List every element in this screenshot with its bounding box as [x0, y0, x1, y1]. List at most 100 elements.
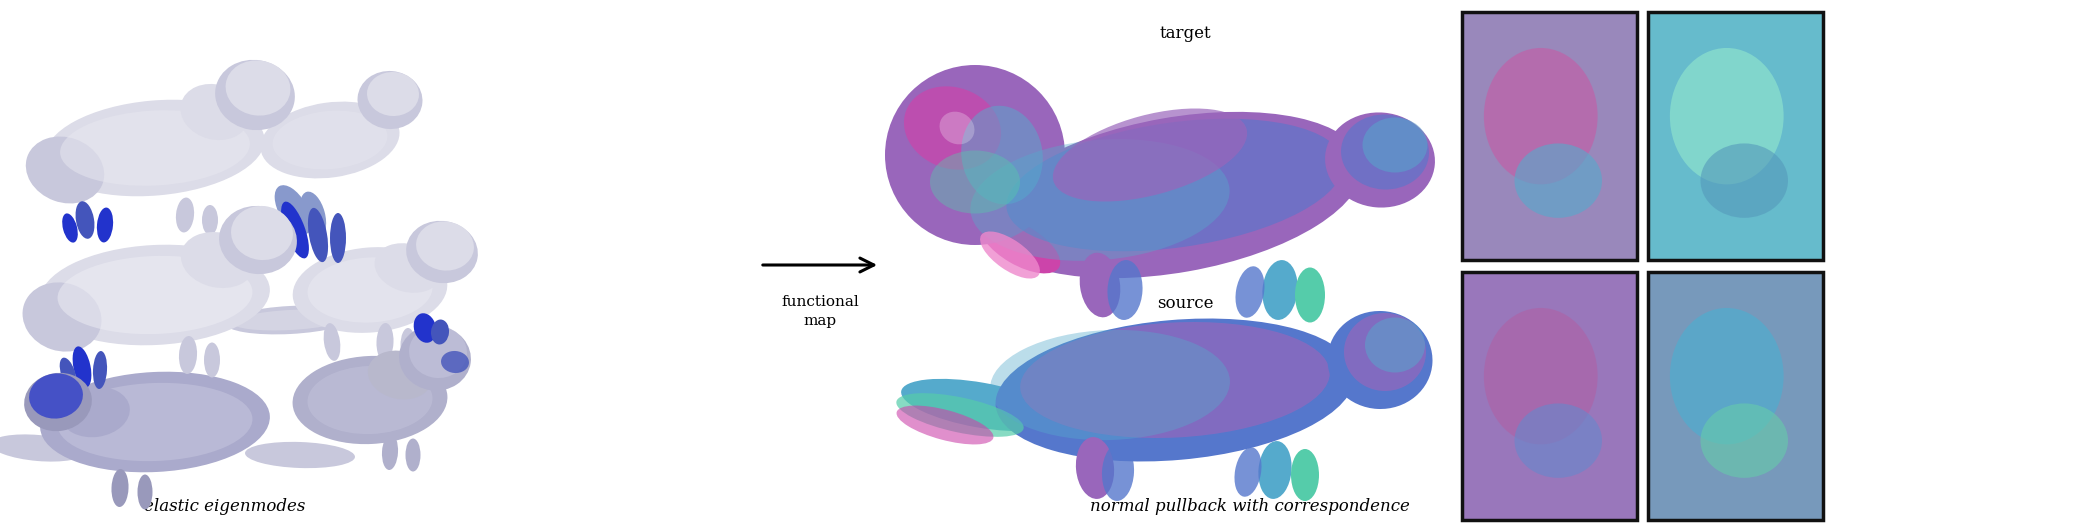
Ellipse shape — [1325, 112, 1436, 208]
Ellipse shape — [1102, 443, 1133, 501]
Ellipse shape — [273, 111, 388, 169]
Ellipse shape — [374, 243, 442, 293]
Ellipse shape — [330, 213, 346, 263]
Ellipse shape — [309, 208, 328, 262]
Ellipse shape — [58, 256, 253, 334]
Ellipse shape — [219, 206, 296, 274]
Ellipse shape — [61, 358, 77, 388]
Ellipse shape — [970, 139, 1229, 261]
Ellipse shape — [307, 366, 432, 434]
Ellipse shape — [205, 342, 219, 377]
Ellipse shape — [1263, 260, 1298, 320]
Ellipse shape — [1077, 437, 1114, 499]
Ellipse shape — [1515, 144, 1603, 218]
Ellipse shape — [225, 60, 290, 116]
Ellipse shape — [1079, 253, 1121, 317]
Bar — [1463, 272, 1636, 520]
Bar — [1649, 272, 1824, 520]
Ellipse shape — [981, 232, 1039, 279]
Ellipse shape — [1052, 109, 1248, 201]
Ellipse shape — [75, 201, 94, 239]
Ellipse shape — [61, 387, 129, 437]
Ellipse shape — [902, 379, 1058, 431]
Ellipse shape — [292, 247, 447, 333]
Ellipse shape — [301, 192, 326, 238]
Ellipse shape — [261, 102, 399, 179]
Ellipse shape — [413, 313, 436, 343]
Ellipse shape — [1236, 447, 1261, 497]
Ellipse shape — [1363, 118, 1428, 172]
Ellipse shape — [1327, 311, 1432, 409]
Ellipse shape — [29, 374, 83, 419]
Ellipse shape — [1701, 403, 1789, 478]
Ellipse shape — [1701, 144, 1789, 218]
Text: source: source — [1156, 295, 1213, 312]
Ellipse shape — [1484, 308, 1599, 444]
Ellipse shape — [962, 106, 1044, 204]
Ellipse shape — [376, 323, 394, 361]
Ellipse shape — [904, 86, 1002, 170]
Ellipse shape — [1484, 48, 1599, 184]
Ellipse shape — [401, 328, 415, 362]
Ellipse shape — [987, 112, 1363, 278]
Ellipse shape — [40, 245, 269, 345]
Ellipse shape — [1670, 308, 1784, 444]
Ellipse shape — [1006, 119, 1344, 251]
Bar — [1463, 12, 1636, 260]
Ellipse shape — [25, 373, 92, 431]
Ellipse shape — [939, 112, 975, 144]
Ellipse shape — [307, 258, 432, 323]
Ellipse shape — [96, 208, 113, 242]
Ellipse shape — [1296, 268, 1325, 322]
Ellipse shape — [1292, 449, 1319, 501]
Ellipse shape — [440, 351, 470, 373]
Ellipse shape — [897, 405, 993, 445]
Ellipse shape — [1021, 322, 1329, 438]
Ellipse shape — [895, 393, 1025, 437]
Ellipse shape — [1236, 266, 1265, 317]
Circle shape — [885, 65, 1064, 245]
Ellipse shape — [94, 351, 106, 389]
Ellipse shape — [182, 232, 255, 288]
Ellipse shape — [275, 185, 311, 235]
Ellipse shape — [232, 310, 346, 330]
Ellipse shape — [232, 206, 292, 260]
Ellipse shape — [382, 434, 399, 470]
Ellipse shape — [1108, 260, 1142, 320]
Ellipse shape — [73, 347, 92, 387]
Ellipse shape — [409, 326, 467, 378]
Ellipse shape — [367, 72, 419, 116]
Ellipse shape — [1342, 114, 1430, 190]
Ellipse shape — [292, 356, 447, 444]
Ellipse shape — [931, 151, 1021, 214]
Ellipse shape — [1258, 441, 1292, 499]
Ellipse shape — [399, 325, 472, 391]
Ellipse shape — [179, 84, 250, 140]
Ellipse shape — [61, 110, 250, 186]
Ellipse shape — [63, 214, 77, 243]
Ellipse shape — [138, 474, 152, 509]
Ellipse shape — [40, 372, 269, 472]
Ellipse shape — [244, 442, 355, 468]
Text: functional
map: functional map — [781, 295, 860, 329]
Ellipse shape — [989, 330, 1229, 440]
Ellipse shape — [357, 71, 422, 129]
Ellipse shape — [995, 319, 1354, 462]
Ellipse shape — [407, 221, 478, 283]
Text: normal pullback with correspondence: normal pullback with correspondence — [1089, 498, 1411, 515]
Bar — [1649, 12, 1824, 260]
Ellipse shape — [215, 60, 294, 130]
Ellipse shape — [1515, 403, 1603, 478]
Ellipse shape — [282, 201, 309, 259]
Ellipse shape — [405, 438, 419, 472]
Ellipse shape — [58, 383, 253, 461]
Ellipse shape — [323, 323, 340, 361]
Ellipse shape — [979, 217, 1060, 273]
Ellipse shape — [1365, 317, 1425, 373]
Ellipse shape — [202, 205, 217, 235]
Ellipse shape — [1344, 313, 1425, 391]
Ellipse shape — [23, 282, 102, 351]
Ellipse shape — [111, 469, 129, 507]
Ellipse shape — [1670, 48, 1784, 184]
Text: target: target — [1158, 25, 1210, 42]
